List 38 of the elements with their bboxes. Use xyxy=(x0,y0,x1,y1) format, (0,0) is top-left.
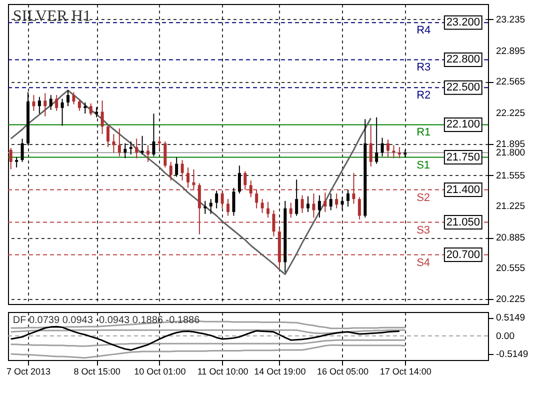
ref-line-label: R3 xyxy=(416,62,431,74)
x-tick-label: 16 Oct 05:00 xyxy=(317,366,369,376)
y-tick-label: 20.555 xyxy=(496,263,526,274)
annotation: 22.800 xyxy=(446,54,480,66)
ref-line-label: R4 xyxy=(416,24,431,37)
y-tick-label: 21.895 xyxy=(496,138,526,150)
annotation: 21.750 xyxy=(446,151,480,164)
y-tick-label: 22.895 xyxy=(496,46,526,57)
annotation: 23.200 xyxy=(446,16,480,29)
annotation: 21.400 xyxy=(446,184,480,196)
ref-line-label: S3 xyxy=(416,224,430,236)
x-tick-label: 14 Oct 19:00 xyxy=(254,366,306,376)
annotation: 21.050 xyxy=(446,216,480,228)
y-tick-label: 20.885 xyxy=(496,232,526,244)
x-tick-label: 11 Oct 10:00 xyxy=(197,366,248,376)
x-tick-label: 17 Oct 14:00 xyxy=(380,366,432,376)
y-tick-label: 22.225 xyxy=(496,108,526,120)
x-tick-label: 7 Oct 2013 xyxy=(6,366,51,376)
y-tick-label: 0.5149 xyxy=(496,312,526,324)
x-tick-label: 8 Oct 15:00 xyxy=(74,366,120,376)
ref-line-label: S1 xyxy=(416,159,430,172)
x-tick-label: 10 Oct 01:00 xyxy=(134,366,186,376)
y-tick-label: 21.555 xyxy=(496,170,526,182)
ref-line-label: R1 xyxy=(416,126,431,139)
annotation: 22.500 xyxy=(446,82,480,94)
annotation: 20.700 xyxy=(446,248,480,261)
y-tick-label: 23.235 xyxy=(496,14,526,26)
y-tick-label: 0.00 xyxy=(496,330,514,342)
y-tick-label: 21.225 xyxy=(496,201,526,212)
annotation: 22.100 xyxy=(446,118,480,131)
y-tick-label: 20.225 xyxy=(496,294,526,305)
ref-line-label: S2 xyxy=(416,192,430,204)
ref-line-label: R2 xyxy=(416,90,431,102)
y-tick-label: -0.5149 xyxy=(496,349,528,360)
y-tick-label: 21.800 xyxy=(496,148,526,159)
y-tick-label: 22.565 xyxy=(496,76,526,88)
ref-line-label: S4 xyxy=(416,256,430,269)
chart-title: DF 0.0739 0.0943 -0.0943 0.1886 -0.1886 xyxy=(12,315,200,326)
